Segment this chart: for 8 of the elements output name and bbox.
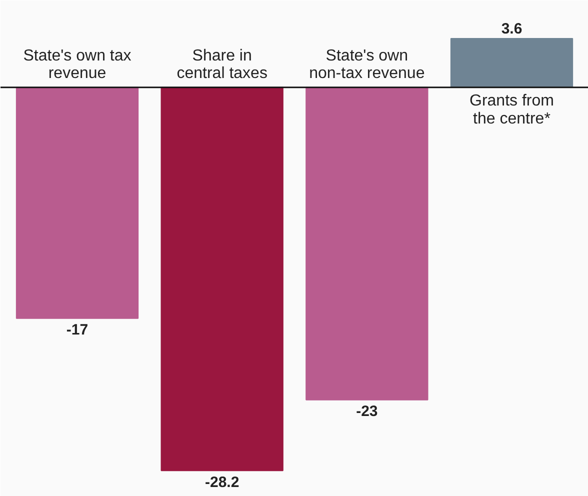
x-tick-label: State's own tax revenue bbox=[23, 47, 132, 82]
data-label: -23 bbox=[356, 403, 378, 420]
data-label: 3.6 bbox=[501, 20, 522, 38]
data-label: -17 bbox=[66, 322, 88, 339]
x-tick-label: Share in central taxes bbox=[176, 47, 268, 82]
data-label: -28.2 bbox=[204, 474, 240, 491]
x-tick-label: State's own non-tax revenue bbox=[309, 47, 425, 82]
x-tick-label: Grants from the centre* bbox=[470, 92, 554, 128]
